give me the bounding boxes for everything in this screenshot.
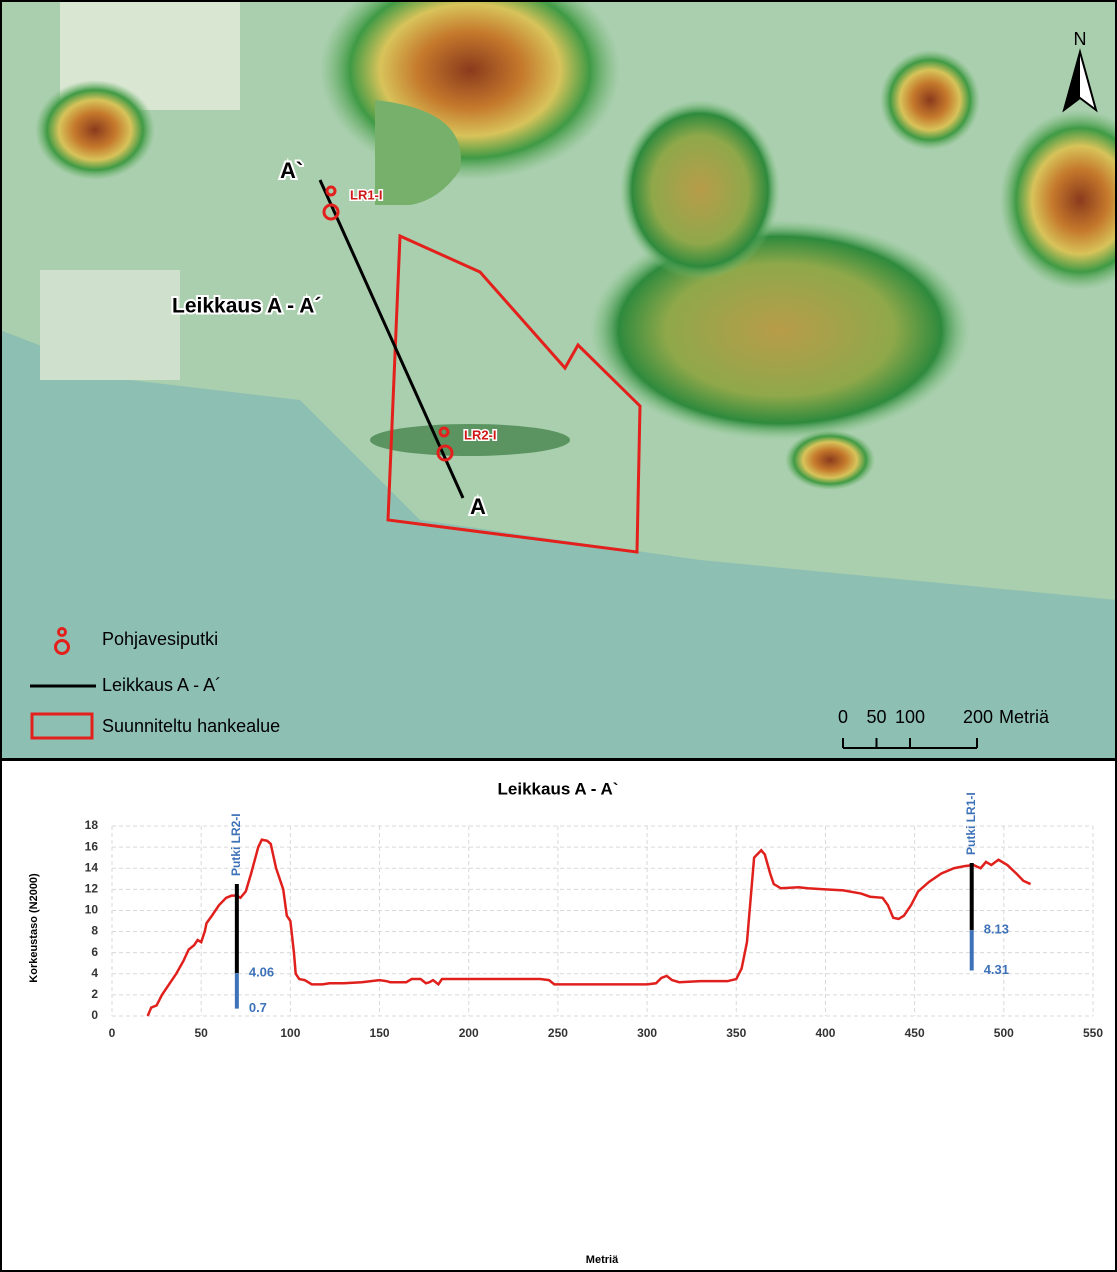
well-value-label: 4.31	[984, 962, 1009, 977]
x-tick-label: 350	[726, 1026, 746, 1040]
y-tick-label: 12	[85, 882, 99, 896]
y-tick-label: 6	[91, 945, 98, 959]
well-name: Putki LR2-I	[229, 813, 243, 876]
scale-label: 200	[963, 707, 993, 727]
chart: Leikkaus A - A` Metriä Korkeustaso (N200…	[0, 760, 1117, 1272]
well-value-label: 0.7	[249, 1000, 267, 1015]
y-tick-label: 18	[85, 818, 99, 832]
x-tick-label: 400	[815, 1026, 835, 1040]
well-name: Putki LR1-I	[964, 792, 978, 855]
x-tick-label: 450	[905, 1026, 925, 1040]
y-tick-label: 16	[85, 839, 99, 853]
y-tick-label: 2	[91, 987, 98, 1001]
well-label: LR1-I	[350, 187, 383, 202]
section-end: A	[470, 494, 486, 519]
map: A` A Leikkaus A - A´ LR1-I LR2-I N Pohja…	[0, 0, 1117, 760]
scale-label: 0	[838, 707, 848, 727]
y-axis-label: Korkeustaso (N2000)	[28, 873, 40, 983]
section-label: Leikkaus A - A´	[172, 295, 321, 318]
chart-title: Leikkaus A - A`	[498, 779, 619, 798]
x-tick-label: 200	[459, 1026, 479, 1040]
north-label: N	[1074, 29, 1087, 49]
x-tick-label: 550	[1083, 1026, 1103, 1040]
x-tick-label: 250	[548, 1026, 568, 1040]
well-value-label: 4.06	[249, 965, 274, 980]
y-tick-label: 10	[85, 903, 99, 917]
x-tick-label: 100	[280, 1026, 300, 1040]
y-tick-label: 14	[85, 860, 99, 874]
x-tick-label: 50	[195, 1026, 209, 1040]
y-tick-label: 0	[91, 1008, 98, 1022]
legend-label: Suunniteltu hankealue	[102, 716, 280, 736]
terrain	[35, 80, 155, 180]
buildings	[40, 270, 180, 380]
scale-label: 50	[866, 707, 886, 727]
x-tick-label: 300	[637, 1026, 657, 1040]
well-value-label: 8.13	[984, 922, 1009, 937]
section-end: A`	[280, 158, 303, 183]
legend-label: Leikkaus A - A´	[102, 675, 221, 695]
x-tick-label: 150	[370, 1026, 390, 1040]
y-tick-label: 4	[91, 966, 98, 980]
scale-unit: Metriä	[999, 707, 1050, 727]
y-tick-label: 8	[91, 924, 98, 938]
terrain	[785, 430, 875, 490]
well-label: LR2-I	[464, 427, 497, 442]
x-tick-label: 0	[109, 1026, 116, 1040]
legend-label: Pohjavesiputki	[102, 629, 218, 649]
x-axis-label: Metriä	[586, 1254, 619, 1266]
scale-label: 100	[895, 707, 925, 727]
terrain	[880, 50, 980, 150]
terrain	[620, 100, 780, 280]
x-tick-label: 500	[994, 1026, 1014, 1040]
